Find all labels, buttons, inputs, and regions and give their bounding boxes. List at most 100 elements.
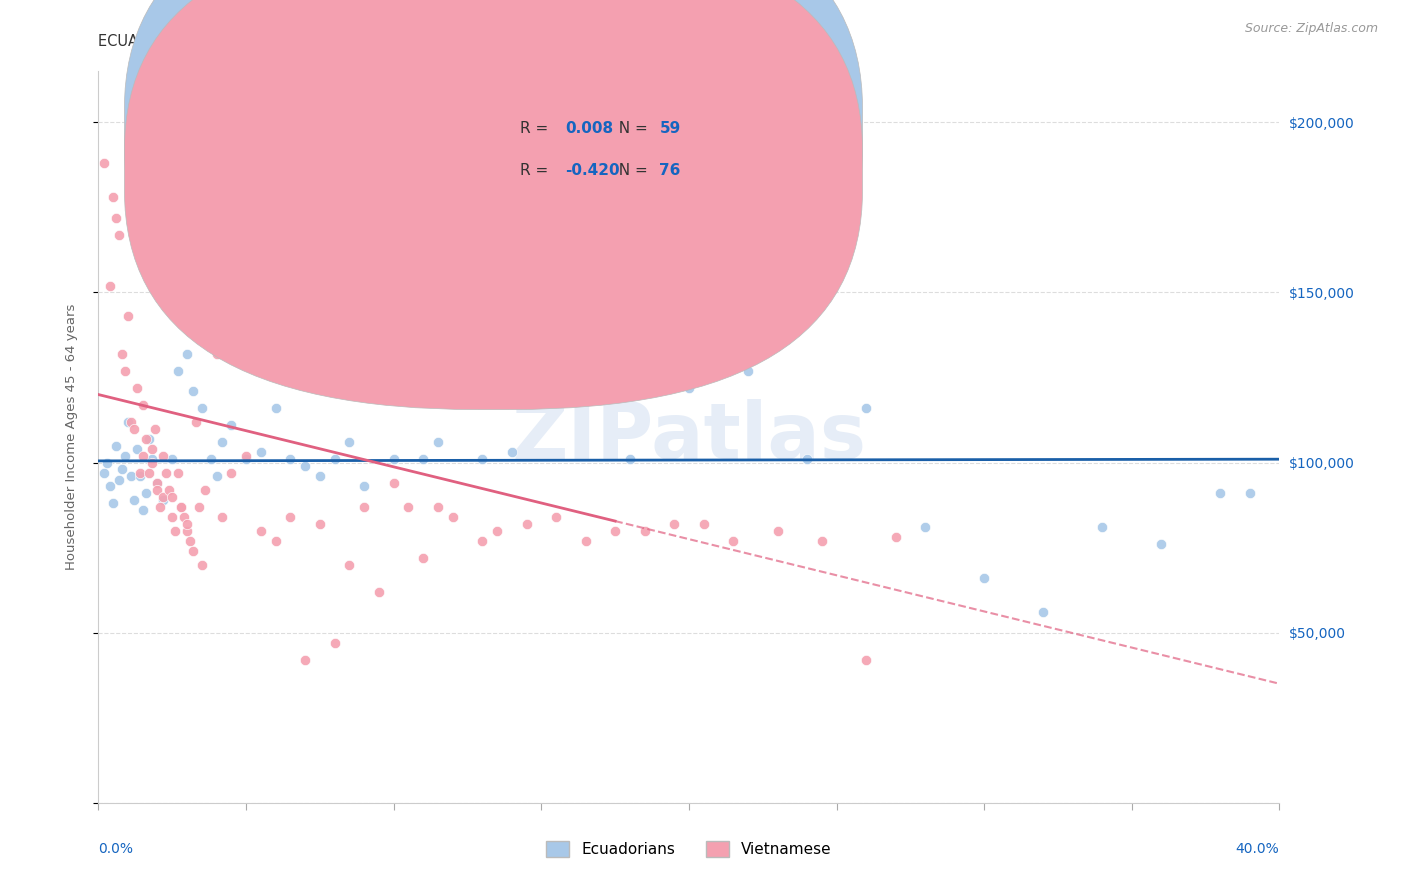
Point (471, 452, 494, 467)
Point (96, 456, 118, 470)
Legend: Ecuadorians, Vietnamese: Ecuadorians, Vietnamese (547, 841, 831, 857)
Point (264, 533, 287, 548)
Point (294, 653, 316, 667)
Point (723, 533, 745, 548)
Point (128, 466, 150, 480)
Point (973, 571, 995, 585)
Point (141, 442, 163, 456)
Point (152, 490, 174, 504)
Point (176, 524, 198, 538)
Point (339, 558, 361, 572)
Point (250, 524, 273, 538)
Point (589, 329, 612, 343)
Point (125, 442, 148, 456)
Text: ZIPatlas: ZIPatlas (512, 399, 866, 475)
Point (516, 516, 538, 531)
Point (1091, 520, 1114, 534)
Point (737, 364, 759, 378)
Point (693, 516, 716, 531)
Point (619, 452, 641, 467)
Point (560, 278, 582, 293)
Point (141, 452, 163, 467)
Point (152, 493, 174, 508)
FancyBboxPatch shape (124, 0, 862, 409)
Point (149, 500, 172, 514)
Point (1150, 537, 1173, 551)
Point (200, 278, 222, 293)
Point (184, 415, 207, 429)
Point (398, 500, 420, 514)
Point (427, 500, 450, 514)
Point (176, 347, 198, 361)
Point (122, 493, 145, 508)
Text: 40.0%: 40.0% (1236, 842, 1279, 855)
Point (471, 533, 494, 548)
Point (280, 510, 302, 524)
Point (114, 364, 136, 378)
Text: 0.0%: 0.0% (98, 842, 134, 855)
Point (221, 466, 243, 480)
Point (914, 520, 936, 534)
Point (122, 421, 145, 435)
Point (170, 500, 193, 514)
Point (678, 381, 700, 395)
Point (179, 533, 201, 548)
Point (1032, 605, 1054, 619)
Point (634, 524, 657, 538)
Text: N =: N = (609, 121, 652, 136)
Point (181, 384, 204, 399)
Point (235, 449, 257, 463)
Point (162, 452, 183, 467)
Point (132, 398, 155, 412)
Point (152, 449, 174, 463)
Point (128, 469, 150, 483)
Point (125, 381, 148, 395)
Point (108, 473, 131, 487)
Point (120, 415, 142, 429)
Point (353, 500, 375, 514)
Point (176, 516, 198, 531)
Point (111, 347, 134, 361)
Point (132, 449, 155, 463)
Text: R =: R = (520, 121, 553, 136)
Point (412, 452, 434, 467)
Point (546, 510, 568, 524)
Point (810, 533, 832, 548)
Point (412, 550, 434, 565)
Point (280, 452, 302, 467)
Point (575, 533, 598, 548)
Text: ECUADORIAN VS VIETNAMESE HOUSEHOLDER INCOME AGES 45 - 64 YEARS CORRELATION CHART: ECUADORIAN VS VIETNAMESE HOUSEHOLDER INC… (98, 35, 814, 49)
Point (146, 475, 169, 490)
Point (191, 401, 214, 416)
Point (309, 516, 332, 531)
Point (368, 384, 391, 399)
Point (441, 510, 464, 524)
Point (884, 531, 907, 545)
Point (1209, 486, 1232, 500)
Point (191, 558, 214, 572)
Point (855, 653, 877, 667)
Point (796, 452, 818, 467)
Point (194, 483, 217, 497)
Point (98, 479, 121, 493)
Point (173, 510, 195, 524)
Point (117, 310, 139, 324)
Text: R =: R = (520, 162, 553, 178)
Text: 59: 59 (659, 121, 681, 136)
Point (135, 432, 157, 446)
Point (309, 469, 332, 483)
Point (138, 432, 160, 446)
Point (108, 227, 131, 242)
Point (181, 544, 204, 558)
Point (766, 524, 789, 538)
Point (205, 347, 228, 361)
Point (294, 458, 316, 473)
Point (141, 456, 163, 470)
Point (167, 466, 190, 480)
FancyBboxPatch shape (464, 101, 713, 203)
Point (114, 449, 136, 463)
Point (132, 503, 155, 517)
Point (235, 452, 257, 467)
FancyBboxPatch shape (124, 0, 862, 368)
Point (146, 475, 169, 490)
